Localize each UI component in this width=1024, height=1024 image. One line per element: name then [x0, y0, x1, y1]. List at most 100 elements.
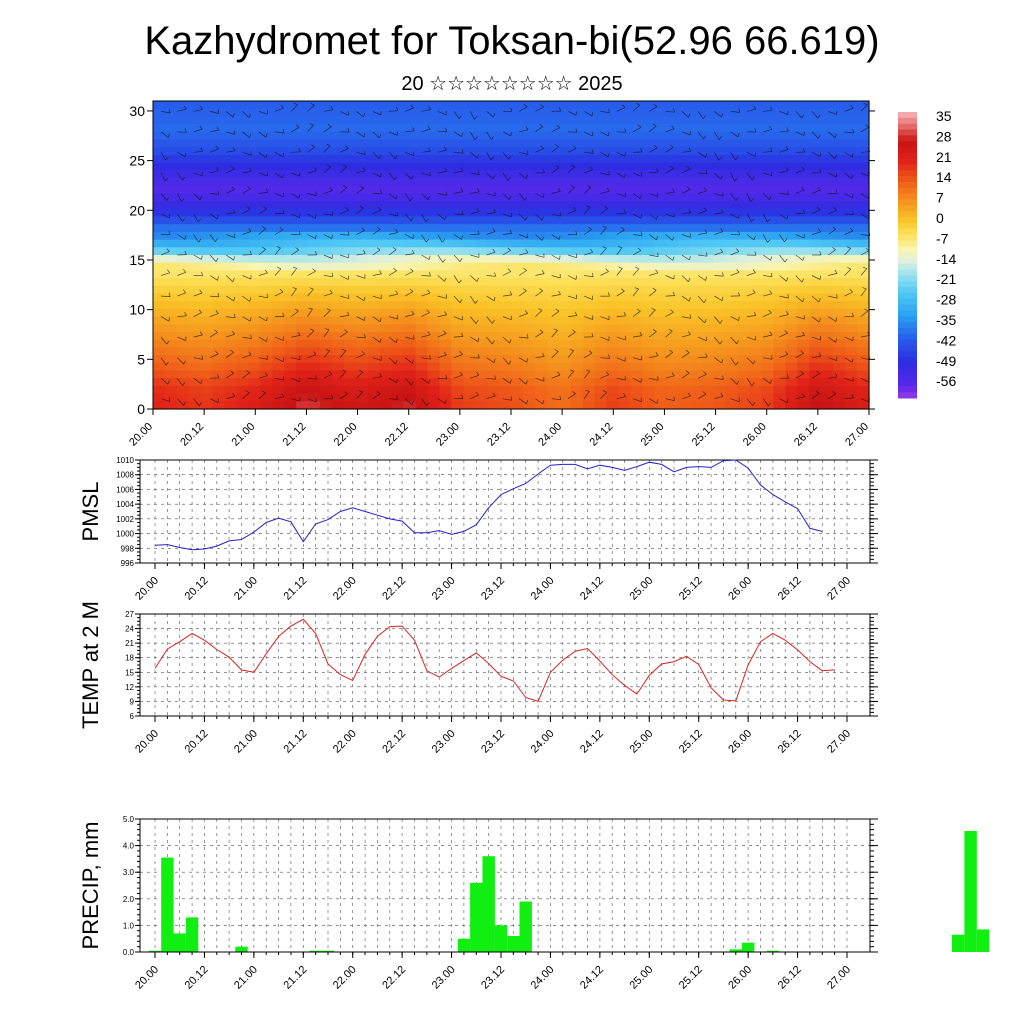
- temperature-cell: [224, 178, 238, 187]
- temperature-cell: [570, 385, 584, 395]
- wind-barb: [681, 189, 691, 194]
- temperature-cell: [463, 224, 476, 233]
- temperature-cell: [666, 285, 679, 295]
- wind-barb: [852, 129, 854, 134]
- temperature-cell: [713, 255, 727, 264]
- temperature-cell: [773, 162, 787, 171]
- temperature-cell: [713, 347, 727, 356]
- colorbar-cell: [898, 187, 917, 195]
- wind-barb: [470, 254, 480, 258]
- temperature-cell: [618, 208, 631, 218]
- temperature-cell: [439, 270, 452, 279]
- wind-barb: [226, 189, 235, 194]
- temperature-cell: [308, 162, 321, 171]
- wind-barb: [193, 234, 199, 243]
- temperature-cell: [367, 231, 381, 241]
- temperature-cell: [785, 108, 798, 117]
- wind-barb: [567, 295, 577, 300]
- wind-barb: [828, 273, 838, 276]
- temperature-cell: [642, 262, 655, 271]
- wind-barb: [165, 361, 169, 366]
- temperature-cell: [546, 270, 560, 279]
- temperature-cell: [176, 239, 190, 248]
- temperature-cell: [391, 285, 405, 295]
- temperature-cell: [332, 308, 345, 318]
- temperature-cell: [248, 247, 261, 256]
- wind-barb: [356, 353, 365, 359]
- temperature-cell: [332, 208, 345, 218]
- wind-barb: [209, 313, 219, 317]
- temperature-cell: [463, 101, 476, 110]
- temperature-cell: [260, 285, 273, 295]
- wind-barb: [847, 267, 852, 270]
- temperature-cell: [678, 347, 691, 356]
- temperature-cell: [773, 178, 787, 187]
- temperature-cell: [355, 216, 369, 225]
- wind-barb: [819, 275, 821, 280]
- temperature-cell: [618, 139, 631, 148]
- wind-barb: [292, 287, 297, 290]
- temperature-cell: [391, 108, 405, 117]
- wind-barb: [786, 374, 789, 379]
- temperature-cell: [260, 324, 273, 333]
- wind-barb: [177, 193, 182, 202]
- temperature-cell: [332, 170, 345, 179]
- temperature-cell: [558, 178, 572, 187]
- temperature-cell: [618, 185, 631, 194]
- wind-barb: [685, 370, 690, 374]
- wind-barb: [394, 155, 398, 159]
- wind-barb: [730, 172, 735, 182]
- temperature-cell: [749, 116, 763, 125]
- temperature-cell: [391, 316, 405, 325]
- wind-barb: [655, 352, 659, 356]
- y-tick-label: 27: [125, 610, 134, 619]
- temperature-cell: [558, 308, 572, 318]
- temperature-cell: [403, 162, 417, 171]
- temperature-cell: [833, 108, 846, 117]
- temperature-cell: [475, 339, 488, 348]
- wind-barb: [600, 316, 610, 321]
- temperature-cell: [499, 347, 512, 356]
- temperature-cell: [606, 262, 619, 271]
- temperature-cell: [773, 255, 787, 264]
- temperature-cell: [427, 262, 440, 271]
- wind-barb: [575, 128, 578, 133]
- wind-barb: [570, 164, 575, 168]
- temperature-cell: [678, 270, 691, 279]
- wind-barb: [249, 167, 252, 172]
- temperature-cell: [845, 385, 858, 395]
- temperature-cell: [391, 278, 405, 287]
- wind-barb: [166, 248, 170, 252]
- temperature-cell: [487, 370, 500, 379]
- wind-barb: [811, 131, 819, 139]
- wind-barb: [591, 131, 594, 137]
- wind-barb: [602, 225, 607, 229]
- wind-barb: [282, 129, 285, 134]
- wind-barb: [833, 207, 837, 211]
- wind-barb: [697, 393, 707, 400]
- temperature-cell: [857, 154, 870, 164]
- wind-barb: [388, 152, 396, 159]
- temperature-cell: [821, 255, 834, 264]
- wind-barb: [372, 336, 381, 343]
- x-tick-label: 21.00: [232, 964, 260, 992]
- temperature-cell: [761, 116, 775, 125]
- temperature-cell: [809, 193, 822, 202]
- temperature-cell: [224, 332, 238, 341]
- temperature-cell: [606, 339, 619, 348]
- precip-bar: [964, 831, 977, 952]
- temperature-cell: [701, 201, 715, 210]
- wind-barb: [461, 332, 464, 337]
- temperature-cell: [236, 347, 250, 356]
- temperature-cell: [248, 231, 261, 241]
- temperature-cell: [522, 124, 536, 133]
- temperature-cell: [582, 162, 596, 171]
- temperature-cell: [594, 401, 608, 410]
- wind-barb: [393, 267, 397, 271]
- wind-barb: [184, 235, 187, 240]
- wind-barb: [198, 238, 202, 243]
- wind-barb: [559, 255, 561, 260]
- wind-barb: [567, 393, 576, 399]
- temperature-cell: [642, 293, 655, 302]
